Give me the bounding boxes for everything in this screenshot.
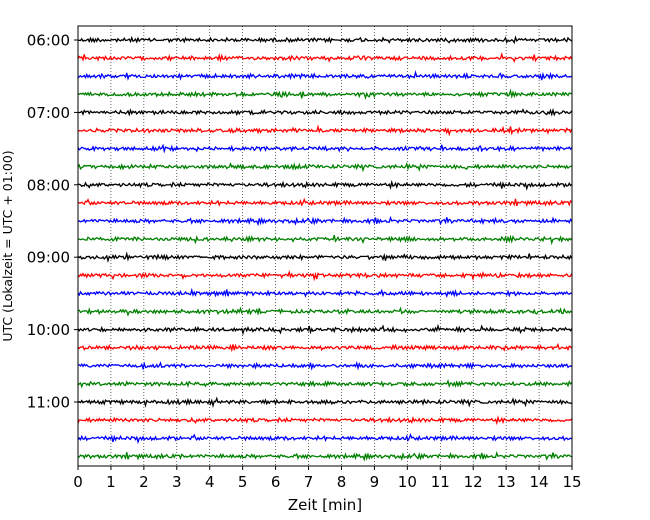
traces	[77, 35, 573, 462]
trace-line	[77, 379, 573, 389]
trace-line	[77, 107, 573, 117]
x-tick-label: 7	[304, 473, 314, 491]
x-tick-label: 4	[205, 473, 215, 491]
trace-line	[77, 52, 573, 64]
x-tick-label: 15	[562, 473, 581, 491]
y-tick-label: 06:00	[27, 32, 70, 50]
trace-line	[77, 360, 572, 371]
trace-line	[77, 197, 573, 208]
x-axis: 0 1 2 3 4 5 6 7 8 9 10 11 12 13 14 15	[73, 466, 582, 491]
x-tick-label: 14	[530, 473, 549, 491]
x-tick-label: 10	[398, 473, 417, 491]
y-tick-label: 10:00	[27, 321, 70, 339]
y-tick-label: 11:00	[27, 394, 70, 412]
x-tick-label: 8	[337, 473, 347, 491]
trace-line	[77, 269, 573, 282]
x-tick-label: 11	[431, 473, 450, 491]
x-tick-label: 9	[370, 473, 380, 491]
trace-line	[77, 88, 572, 100]
trace-line	[77, 124, 573, 137]
trace-line	[77, 69, 573, 81]
x-tick-label: 1	[106, 473, 116, 491]
trace-line	[77, 306, 573, 317]
trace-line	[77, 396, 573, 408]
trace-line	[77, 234, 573, 246]
trace-line	[77, 451, 572, 462]
y-axis: 06:00 07:00 08:00 09:00 10:00 11:00	[27, 32, 78, 412]
y-tick-label: 07:00	[27, 104, 70, 122]
trace-line	[77, 251, 573, 264]
trace-line	[77, 342, 573, 353]
x-tick-label: 3	[172, 473, 182, 491]
trace-line	[77, 143, 573, 154]
plot-frame	[77, 25, 573, 467]
trace-line	[77, 323, 573, 336]
trace-line	[77, 161, 572, 173]
trace-line	[77, 179, 573, 191]
trace-line	[77, 287, 572, 299]
x-tick-label: 6	[271, 473, 281, 491]
trace-line	[77, 35, 573, 45]
x-tick-label: 13	[497, 473, 516, 491]
y-tick-label: 09:00	[27, 249, 70, 267]
x-tick-label: 2	[139, 473, 149, 491]
x-grid	[110, 26, 540, 466]
x-tick-label: 5	[238, 473, 248, 491]
y-axis-label: UTC (Lokalzeit = UTC + 01:00)	[0, 150, 15, 341]
trace-line	[77, 433, 573, 445]
trace-line	[77, 415, 573, 426]
y-tick-label: 08:00	[27, 176, 70, 194]
x-tick-label: 12	[464, 473, 483, 491]
trace-line	[77, 215, 573, 227]
x-tick-label: 0	[73, 473, 83, 491]
x-axis-label: Zeit [min]	[288, 496, 362, 514]
